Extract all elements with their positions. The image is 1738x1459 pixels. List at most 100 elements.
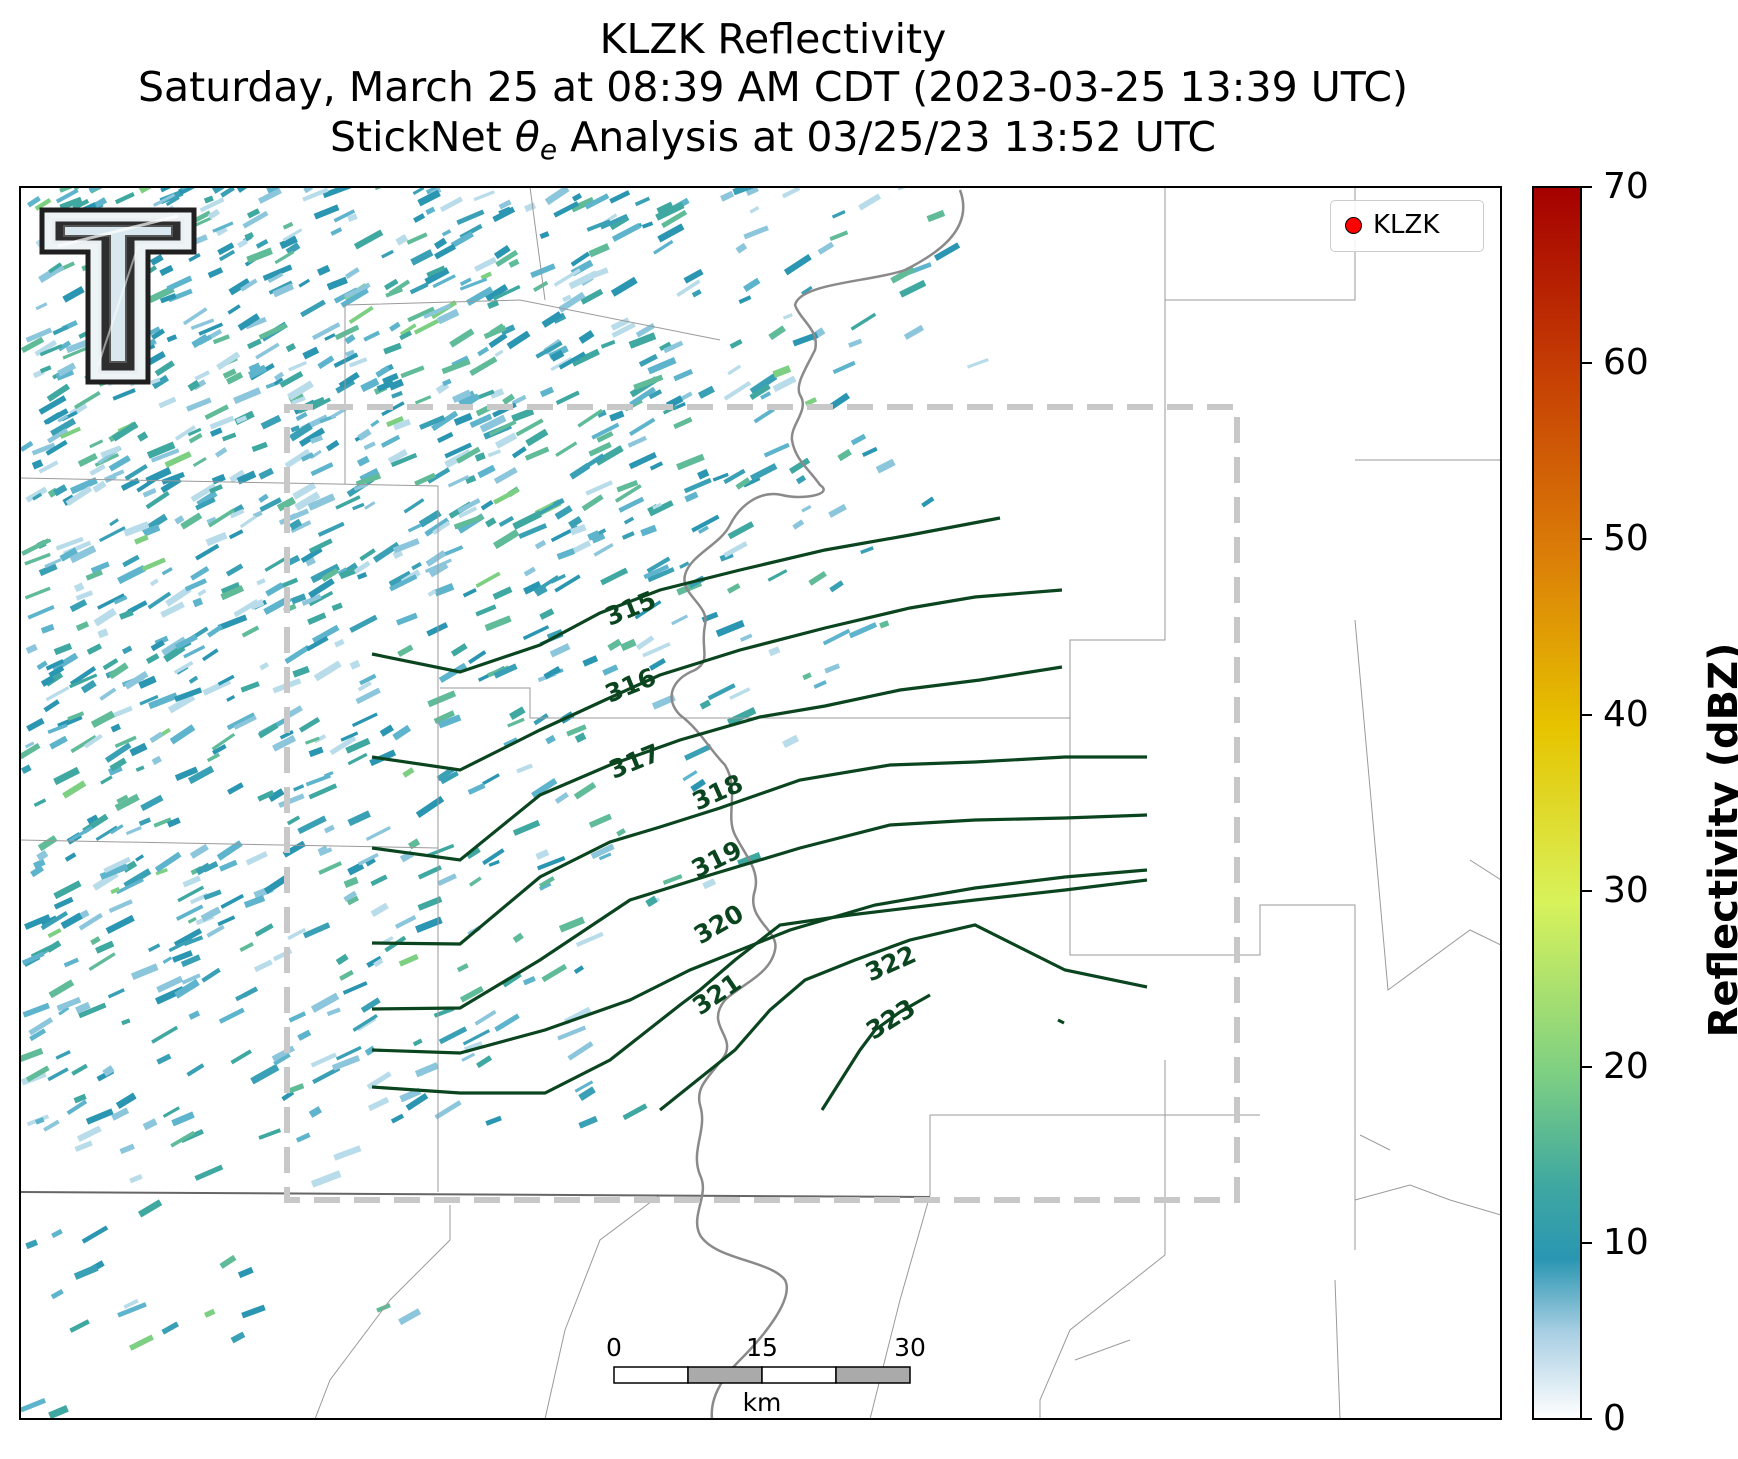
echo-streak [353, 482, 368, 491]
echo-streak [120, 477, 140, 491]
map-subtitle-analysis: StickNet θe Analysis at 03/25/23 13:52 U… [0, 114, 1546, 173]
echo-streak [436, 766, 455, 782]
echo-streak [60, 426, 81, 439]
echo-streak [348, 305, 374, 325]
echo-streak [890, 266, 916, 284]
echo-streak [63, 957, 79, 968]
echo-streak [691, 289, 702, 298]
echo-streak [850, 433, 867, 446]
contour-316 [371, 588, 1063, 772]
echo-streak [875, 458, 896, 474]
echo-streak [207, 624, 223, 638]
echo-streak [343, 876, 359, 889]
echo-streak [467, 783, 486, 795]
echo-streak [273, 371, 285, 381]
echo-streak [614, 484, 642, 503]
echo-streak [220, 582, 240, 594]
echo-streak [393, 419, 411, 431]
echo-streak [591, 533, 606, 544]
echo-streak [258, 188, 282, 204]
echo-streak [312, 322, 341, 340]
echo-streak [574, 1080, 594, 1093]
echo-streak [110, 887, 121, 894]
echo-streak [250, 1064, 280, 1085]
echo-streak [202, 648, 219, 662]
echo-streak [53, 642, 73, 656]
echo-streak [228, 278, 251, 296]
echo-streak [58, 1006, 70, 1016]
echo-streak [357, 455, 370, 467]
echo-streak [822, 628, 851, 646]
echo-streak [360, 997, 381, 1013]
echo-streak [310, 435, 323, 444]
echo-streak [218, 1007, 245, 1024]
echo-streak [817, 241, 835, 255]
echo-streak [544, 187, 570, 206]
echo-streak [333, 209, 356, 223]
echo-streak [452, 389, 472, 403]
echo-streak [425, 187, 439, 195]
echo-streak [90, 561, 110, 574]
echo-streak [662, 874, 683, 885]
echo-streak [380, 434, 401, 448]
echo-streak [195, 497, 216, 511]
echo-streak [182, 307, 208, 326]
contour-323 [820, 993, 931, 1111]
echo-streak [235, 415, 248, 424]
colorbar-label: Reflectivity (dBZ) [1701, 642, 1738, 1038]
echo-streak [245, 851, 268, 866]
echo-streak [397, 644, 414, 657]
echo-streak [260, 414, 282, 430]
echo-streak [169, 724, 196, 745]
echo-streak [45, 659, 65, 671]
echo-streak [26, 1065, 50, 1082]
echo-streak [123, 521, 150, 537]
echo-streak [162, 1106, 180, 1118]
echo-streak [256, 578, 266, 586]
echo-streak [288, 1011, 307, 1023]
echo-streak [788, 457, 811, 474]
echo-streak [211, 474, 226, 485]
echo-streak [151, 755, 162, 766]
echo-streak [531, 778, 558, 799]
echo-streak [524, 446, 550, 461]
echo-streak [107, 764, 123, 776]
contour-319 [371, 813, 1148, 1011]
echo-streak [850, 312, 877, 331]
echo-streak [147, 591, 172, 610]
echo-streak [459, 277, 488, 291]
echo-streak [485, 517, 497, 528]
echo-streak [153, 817, 172, 828]
echo-streak [174, 766, 199, 781]
echo-streak [69, 673, 98, 689]
echo-streak [237, 1266, 254, 1279]
echo-streak [607, 638, 622, 652]
echo-streak [682, 770, 698, 782]
echo-streak [487, 299, 500, 309]
echo-streak [457, 498, 481, 514]
echo-streak [459, 985, 484, 1003]
echo-streak [156, 1053, 172, 1065]
echo-streak [289, 422, 313, 442]
echo-streak [205, 531, 228, 547]
echo-streak [417, 189, 441, 207]
echo-streak [305, 556, 316, 567]
echo-streak [558, 291, 586, 313]
colorbar-tick-label: 70 [1603, 166, 1649, 207]
echo-streak [425, 550, 447, 567]
echo-streak [749, 206, 760, 214]
echo-streak [43, 412, 61, 425]
echo-streak [359, 548, 376, 561]
echo-streak [671, 614, 688, 626]
echo-streak [390, 453, 418, 468]
echo-streak [45, 686, 70, 702]
echo-streak [487, 449, 501, 458]
map-subtitle-time: Saturday, March 25 at 08:39 AM CDT (2023… [138, 63, 1408, 111]
echo-streak [475, 604, 497, 617]
echo-streak [732, 187, 757, 196]
echo-streak [113, 469, 125, 477]
echo-streak [62, 345, 90, 360]
echo-streak [251, 441, 268, 452]
echo-streak [324, 333, 336, 341]
echo-streak [290, 593, 307, 605]
